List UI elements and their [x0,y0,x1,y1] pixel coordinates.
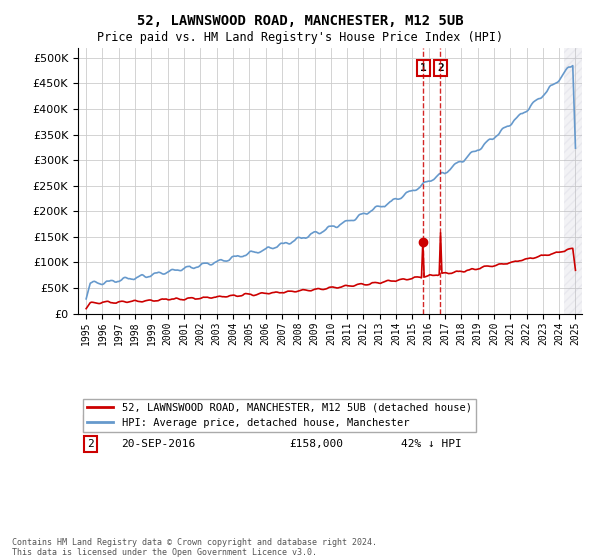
Text: 1: 1 [87,419,94,429]
Bar [564,48,582,314]
Text: Price paid vs. HM Land Registry's House Price Index (HPI): Price paid vs. HM Land Registry's House … [97,31,503,44]
Text: 1: 1 [420,63,427,73]
Legend: 52, LAWNSWOOD ROAD, MANCHESTER, M12 5UB (detached house), HPI: Average price, de: 52, LAWNSWOOD ROAD, MANCHESTER, M12 5UB … [83,399,476,432]
Text: 52, LAWNSWOOD ROAD, MANCHESTER, M12 5UB: 52, LAWNSWOOD ROAD, MANCHESTER, M12 5UB [137,14,463,28]
Text: 04-SEP-2015: 04-SEP-2015 [121,419,195,429]
Text: 2: 2 [437,63,444,73]
Text: £139,995: £139,995 [290,419,344,429]
Text: 42% ↓ HPI: 42% ↓ HPI [401,439,461,449]
Text: £158,000: £158,000 [290,439,344,449]
Text: 20-SEP-2016: 20-SEP-2016 [121,439,195,449]
Text: 2: 2 [87,439,94,449]
Text: 45% ↓ HPI: 45% ↓ HPI [401,419,461,429]
Text: Contains HM Land Registry data © Crown copyright and database right 2024.
This d: Contains HM Land Registry data © Crown c… [12,538,377,557]
